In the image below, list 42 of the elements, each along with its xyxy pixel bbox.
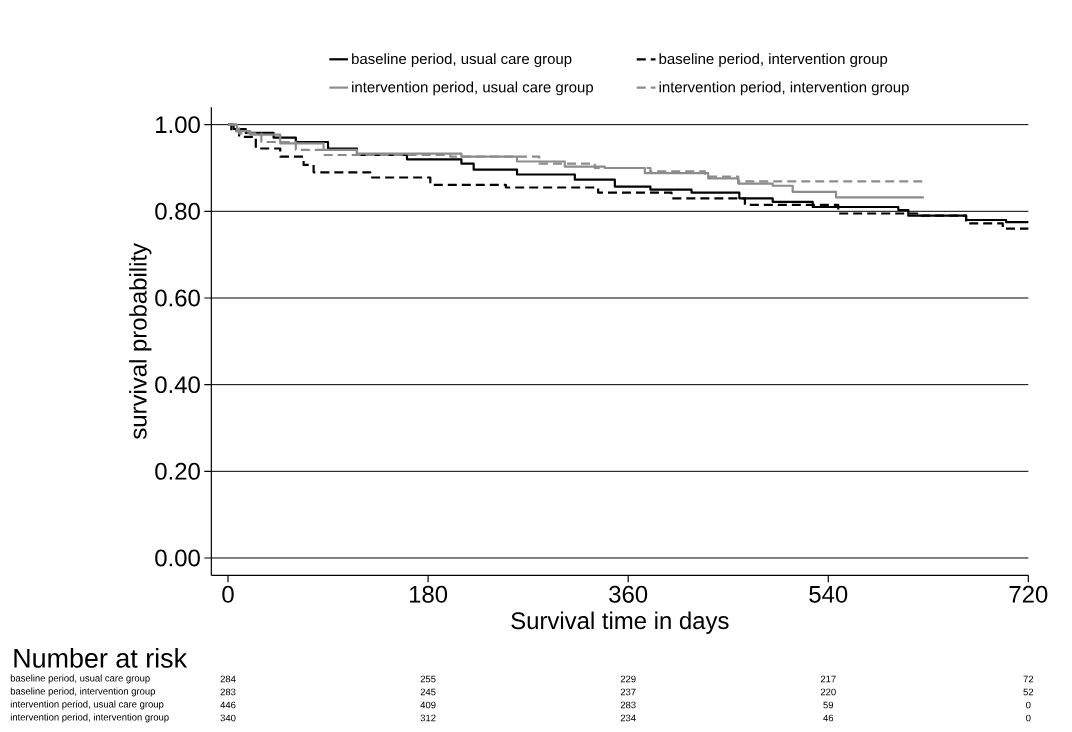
x-axis-title: Survival time in days [511, 611, 729, 634]
text: 229 [620, 675, 636, 683]
y-tick-label: 0.60 [155, 289, 200, 307]
text: intervention period, usual care group [10, 700, 164, 710]
x-tick-label: 540 [809, 585, 848, 603]
text: 284 [220, 675, 236, 683]
text: 0 [1026, 701, 1031, 709]
text: 237 [620, 688, 636, 696]
text: baseline period, intervention group [10, 687, 156, 697]
text: intervention period, intervention group [10, 713, 169, 723]
x-tick-label: 360 [609, 585, 648, 603]
text: 255 [420, 675, 436, 683]
text: 245 [420, 688, 436, 696]
text: baseline period, usual care group [10, 674, 150, 684]
text: 409 [420, 701, 436, 709]
text: 283 [220, 688, 236, 696]
text: 59 [823, 701, 834, 709]
text: 312 [420, 714, 436, 722]
legend-label: baseline period, usual care group [352, 53, 572, 68]
x-tick-label: 720 [1009, 585, 1048, 603]
x-tick-label: 0 [222, 585, 234, 603]
y-tick-label: 0.20 [155, 462, 200, 480]
text: 234 [620, 714, 636, 722]
text: 46 [823, 714, 834, 722]
y-tick-label: 0.40 [155, 376, 200, 394]
text: 446 [220, 701, 236, 709]
y-tick-label: 0.00 [155, 549, 200, 567]
y-tick-label: 1.00 [156, 116, 200, 134]
text: 283 [620, 701, 636, 709]
x-tick-label: 180 [409, 585, 448, 603]
text: 0 [1026, 714, 1031, 722]
legend-label: intervention period, intervention group [659, 81, 909, 96]
text: 52 [1023, 688, 1034, 696]
text: 220 [820, 688, 836, 696]
legend-label: baseline period, intervention group [659, 53, 888, 68]
text: 340 [220, 714, 236, 722]
y-axis-title: survival probability [129, 243, 152, 439]
y-tick-label: 0.80 [155, 202, 200, 220]
legend-label: intervention period, usual care group [352, 81, 594, 96]
text: 72 [1023, 675, 1034, 683]
text: 217 [820, 675, 836, 683]
text: Number at risk [14, 648, 188, 668]
